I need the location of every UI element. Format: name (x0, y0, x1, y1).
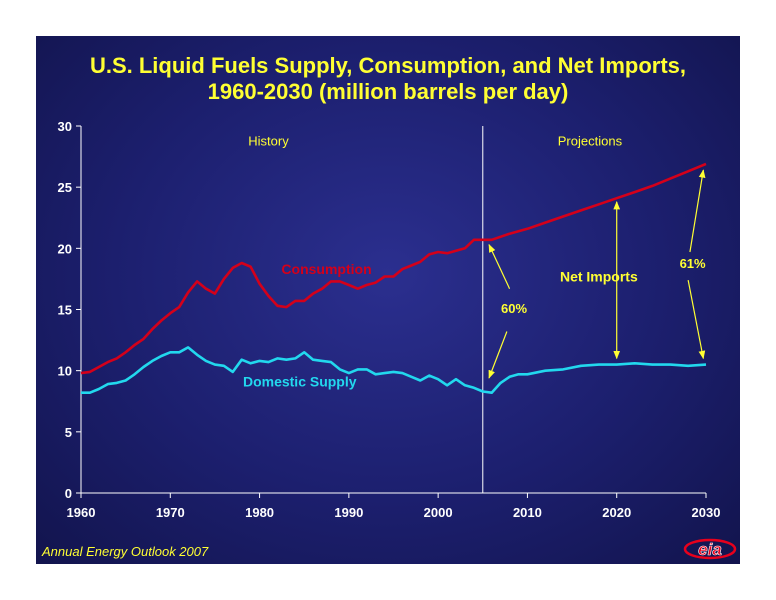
x-tick-label: 2030 (692, 505, 721, 520)
y-tick-label: 15 (58, 303, 72, 318)
y-tick-label: 5 (65, 425, 72, 440)
chart-title-line-1: U.S. Liquid Fuels Supply, Consumption, a… (89, 53, 687, 78)
x-tick-label: 2000 (424, 505, 453, 520)
chart-title-line-2: 1960-2030 (million barrels per day) (207, 79, 569, 104)
history-label: History (248, 134, 289, 149)
slide: U.S. Liquid Fuels Supply, Consumption, a… (36, 36, 740, 564)
logo-text: eia (698, 540, 722, 559)
x-tick-label: 1960 (67, 505, 96, 520)
net-imports-label: Net Imports (560, 268, 638, 284)
x-tick-label: 1970 (156, 505, 185, 520)
x-tick-label: 1990 (334, 505, 363, 520)
pct-2030-arrow-down (687, 280, 706, 360)
y-tick-label: 25 (58, 180, 72, 195)
y-tick-label: 30 (58, 119, 72, 134)
x-tick-label: 1980 (245, 505, 274, 520)
footer-source: Annual Energy Outlook 2007 (42, 544, 209, 559)
line-chart: 0 5 10 15 20 25 30 1960 1970 1980 1990 2000 2010 2020… (58, 119, 721, 520)
domestic-supply-series-label: Domestic Supply (243, 374, 357, 390)
y-tick-label: 10 (58, 364, 72, 379)
y-tick-label: 0 (65, 486, 72, 501)
x-tick-label: 2020 (602, 505, 631, 520)
eia-logo: eia (683, 538, 737, 559)
pct-2005-arrow-down (488, 331, 508, 379)
consumption-line (80, 162, 707, 375)
pct-2005-label: 60% (501, 301, 527, 316)
x-tick-label: 2010 (513, 505, 542, 520)
pct-2005-arrow-up (488, 243, 511, 289)
domestic-supply-line (81, 346, 707, 395)
pct-2030-label: 61% (680, 256, 706, 271)
consumption-series-label: Consumption (281, 261, 371, 277)
projections-label: Projections (558, 134, 623, 149)
pct-2030-arrow-up (689, 169, 706, 253)
y-tick-label: 20 (58, 241, 72, 256)
